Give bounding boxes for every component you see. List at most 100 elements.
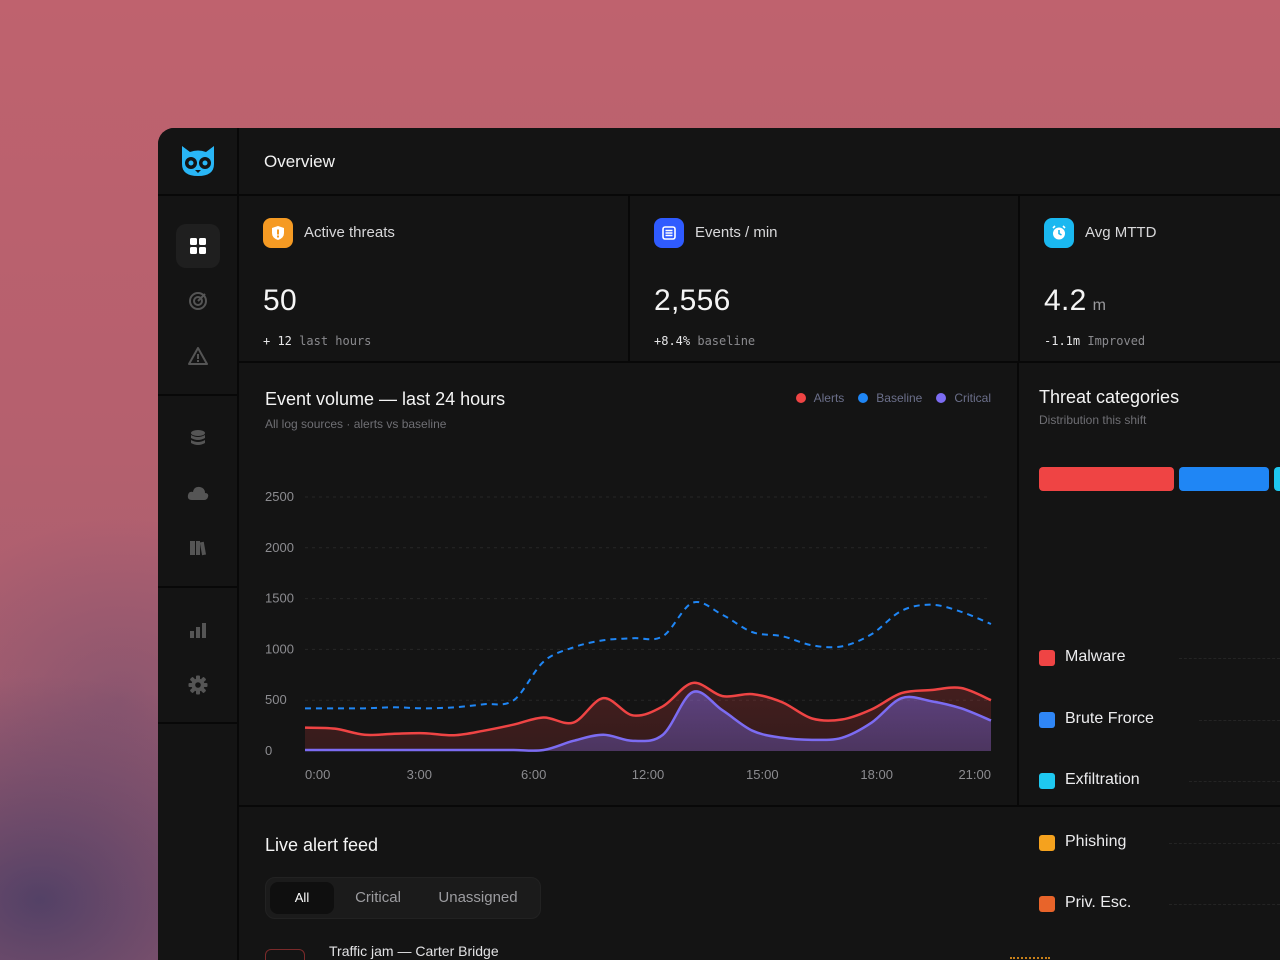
stat-label: Events / min — [695, 224, 778, 241]
category-swatch — [1039, 712, 1055, 728]
category-name: Phishing — [1065, 833, 1127, 850]
category-name: Malware — [1065, 648, 1126, 665]
x-tick-label: 6:00 — [521, 767, 546, 782]
category-swatch — [1039, 773, 1055, 789]
nav-settings[interactable] — [176, 663, 220, 707]
stat-card-avg-mttd[interactable]: Avg MTTD 4.2 m -1.1m Improved — [1020, 196, 1280, 361]
y-tick-label: 2500 — [265, 489, 294, 504]
tab-all[interactable]: All — [270, 882, 334, 914]
category-row[interactable]: Phishing — [1039, 831, 1280, 855]
x-tick-label: 0:00 — [305, 767, 330, 782]
distribution-bar-exfiltration[interactable] — [1274, 467, 1280, 491]
grid-icon — [190, 238, 206, 254]
stat-delta-note: baseline — [697, 334, 756, 348]
shield-alert-icon — [263, 218, 293, 248]
category-swatch — [1039, 650, 1055, 666]
log-stack-icon — [654, 218, 684, 248]
categories-subtitle: Distribution this shift — [1039, 413, 1147, 427]
legend-item-alerts[interactable]: Alerts — [795, 391, 845, 405]
cloud-icon — [187, 486, 209, 500]
feed-title: Live alert feed — [265, 835, 379, 855]
feed-row-tag — [1010, 957, 1050, 960]
legend-dot — [795, 393, 806, 403]
sidebar — [158, 128, 239, 960]
series-line-baseline — [304, 600, 992, 710]
category-name: Priv. Esc. — [1065, 894, 1132, 911]
page-title: Overview — [264, 152, 335, 171]
y-tick-label: 1500 — [265, 591, 294, 606]
category-row[interactable]: Malware — [1039, 646, 1280, 670]
x-tick-label: 15:00 — [746, 767, 779, 782]
bar-chart-icon — [190, 623, 206, 638]
nav-targets[interactable] — [176, 279, 220, 323]
y-tick-label: 2000 — [265, 540, 294, 555]
top-header: Overview — [239, 128, 1280, 196]
stat-delta-note: Improved — [1087, 334, 1146, 348]
x-tick-label: 18:00 — [860, 767, 893, 782]
feed-row[interactable]: Traffic jam — Carter Bridge — [265, 939, 1280, 960]
nav-library[interactable] — [176, 526, 220, 570]
stat-delta-value: -1.1m — [1044, 334, 1081, 348]
feed-tabs: All Critical Unassigned — [265, 877, 541, 919]
categories-title: Threat categories — [1039, 387, 1180, 407]
feed-row-title: Traffic jam — Carter Bridge — [329, 943, 499, 959]
legend-label: Alerts — [813, 391, 845, 405]
x-tick-label: 12:00 — [632, 767, 665, 782]
nav-reports[interactable] — [176, 608, 220, 652]
app-window: Overview Active threats 50 + 12 last hou… — [158, 128, 1280, 960]
stat-card-events-per-min[interactable]: Events / min 2,556 +8.4% baseline — [630, 196, 1018, 361]
threat-categories-panel: Threat categories Distribution this shif… — [1019, 363, 1280, 912]
stat-number: 4.2 — [1044, 284, 1087, 317]
stat-card-active-threats[interactable]: Active threats 50 + 12 last hours — [239, 196, 628, 361]
database-icon — [191, 430, 205, 445]
legend-item-critical[interactable]: Critical — [936, 391, 991, 405]
legend-label: Critical — [954, 391, 991, 405]
owl-logo-icon — [182, 146, 214, 176]
chart-subtitle: All log sources · alerts vs baseline — [265, 417, 447, 431]
category-name: Brute Frorce — [1065, 710, 1154, 727]
warning-icon — [188, 347, 208, 365]
stat-delta: + 12 last hours — [263, 334, 371, 348]
live-alert-feed: Live alert feed All Critical Unassigned … — [239, 807, 1280, 960]
severity-badge — [265, 949, 305, 960]
tab-unassigned[interactable]: Unassigned — [438, 889, 518, 906]
legend-item-baseline[interactable]: Baseline — [858, 391, 922, 405]
nav-database[interactable] — [176, 416, 220, 460]
category-swatch — [1039, 896, 1055, 912]
event-volume-chart: 0 500 1000 1500 2000 2500 0:00 3:00 6:00 12:00 15:… — [265, 489, 992, 782]
stat-delta-value: + 12 — [263, 334, 292, 348]
distribution-bar-malware[interactable] — [1039, 467, 1174, 491]
stat-delta: +8.4% baseline — [654, 334, 755, 348]
stat-number: 50 — [263, 284, 297, 317]
category-row[interactable]: Priv. Esc. — [1039, 892, 1280, 916]
stat-value: 4.2 m — [1044, 284, 1106, 318]
legend-dot — [858, 393, 869, 403]
tab-critical[interactable]: Critical — [355, 889, 401, 906]
stat-value: 50 — [263, 284, 297, 318]
stat-delta-value: +8.4% — [654, 334, 691, 348]
stat-delta-note: last hours — [299, 334, 372, 348]
distribution-bar-brute-force[interactable] — [1179, 467, 1269, 491]
nav-alerts[interactable] — [176, 334, 220, 378]
books-icon — [190, 541, 207, 556]
clock-icon — [1044, 218, 1074, 248]
nav-group-system — [158, 588, 237, 724]
series-area-critical — [305, 691, 991, 751]
nav-cloud[interactable] — [176, 471, 220, 515]
logo[interactable] — [158, 128, 237, 196]
nav-dashboard[interactable] — [176, 224, 220, 268]
gear-icon — [188, 675, 208, 695]
stat-value: 2,556 — [654, 284, 731, 318]
category-name: Exfiltration — [1065, 771, 1140, 788]
stat-label: Avg MTTD — [1085, 224, 1157, 241]
x-tick-label: 21:00 — [958, 767, 991, 782]
series-area-alerts — [305, 682, 991, 751]
category-row[interactable]: Brute Frorce — [1039, 708, 1280, 732]
y-tick-label: 1000 — [265, 641, 294, 656]
category-row[interactable]: Exfiltration — [1039, 769, 1280, 793]
stat-label: Active threats — [304, 224, 395, 241]
nav-group-main — [158, 196, 237, 396]
y-tick-label: 0 — [265, 743, 272, 758]
nav-group-data — [158, 396, 237, 588]
series-line-alerts — [304, 681, 992, 737]
